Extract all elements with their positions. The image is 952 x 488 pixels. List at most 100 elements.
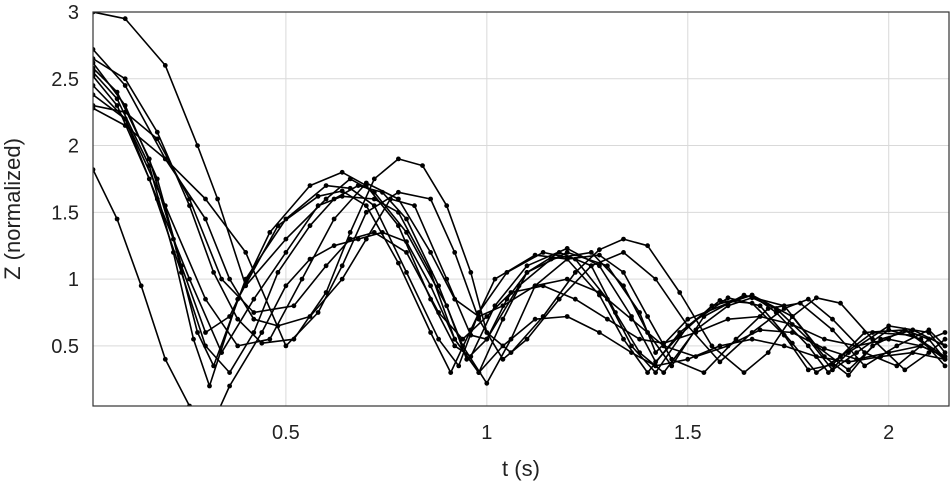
data-point [942, 354, 948, 359]
data-point [283, 250, 289, 255]
data-point [452, 336, 458, 342]
data-point [114, 89, 120, 95]
data-point [122, 83, 128, 88]
data-point [452, 343, 458, 349]
data-point [677, 290, 683, 295]
data-point [733, 336, 739, 342]
data-point [918, 336, 924, 342]
data-point [404, 239, 409, 245]
data-point [653, 363, 658, 369]
data-point [371, 196, 377, 202]
data-point [886, 327, 892, 333]
data-point [725, 295, 731, 301]
series-layer [93, 12, 948, 442]
data-point [203, 196, 208, 202]
data-point [685, 323, 691, 329]
series-3 [93, 65, 948, 375]
data-point [805, 367, 811, 373]
data-point [404, 270, 409, 275]
data-point [717, 298, 723, 303]
data-point [283, 283, 289, 289]
data-point [323, 183, 329, 189]
data-point [251, 310, 257, 315]
x-tick-label: 0.5 [272, 422, 300, 444]
data-point [540, 250, 546, 255]
data-point [363, 209, 369, 215]
data-point [146, 156, 152, 162]
data-point [556, 296, 562, 302]
data-point [637, 350, 642, 355]
data-point [597, 247, 602, 253]
data-point [339, 276, 345, 282]
series-line [93, 12, 946, 374]
x-tick-label: 1 [481, 422, 492, 444]
data-point [942, 363, 948, 369]
data-point [942, 336, 948, 342]
data-point [251, 330, 257, 335]
data-point [564, 250, 570, 255]
data-point [187, 276, 192, 282]
series-9 [93, 56, 948, 375]
data-point [524, 263, 530, 269]
data-point [826, 370, 831, 375]
data-point [500, 303, 506, 309]
data-point [781, 332, 787, 338]
data-point [428, 250, 433, 255]
data-point [331, 216, 337, 222]
data-point [653, 350, 658, 355]
y-tick-label: 0.5 [51, 336, 79, 358]
data-point [428, 196, 433, 202]
series-4 [93, 69, 948, 389]
data-point [822, 336, 827, 342]
series-12 [93, 83, 948, 362]
data-point [138, 283, 144, 289]
data-point [830, 327, 835, 333]
series-11 [93, 105, 948, 369]
data-point [267, 336, 273, 342]
data-point [215, 196, 221, 202]
data-point [789, 314, 795, 319]
data-point [203, 437, 208, 442]
data-point [251, 296, 257, 302]
data-point [355, 183, 361, 189]
data-point [500, 356, 506, 362]
data-point [621, 283, 626, 289]
data-point [187, 203, 192, 209]
data-point [275, 223, 281, 229]
data-point [910, 327, 916, 333]
data-point [814, 370, 819, 375]
data-point [717, 359, 723, 365]
data-point [564, 256, 570, 262]
data-point [315, 193, 321, 199]
data-point [162, 63, 168, 68]
data-point [717, 343, 723, 349]
data-point [854, 356, 859, 362]
data-point [299, 276, 305, 282]
data-point [765, 350, 771, 355]
data-point [789, 330, 795, 335]
data-point [838, 300, 843, 306]
data-point [781, 306, 787, 311]
data-point [436, 310, 441, 315]
data-point [653, 276, 658, 282]
x-axis-tick-labels: 0.5 1 1.5 2 [272, 422, 894, 444]
series-line [93, 94, 946, 374]
x-axis-label: t (s) [502, 456, 540, 481]
data-point [259, 340, 265, 346]
data-point [508, 290, 514, 295]
data-point [709, 343, 715, 349]
data-point [219, 350, 225, 355]
data-point [363, 180, 369, 186]
data-point [363, 203, 369, 209]
data-point [629, 316, 634, 322]
data-point [556, 250, 562, 255]
data-point [532, 316, 538, 322]
series-10 [93, 73, 948, 386]
data-point [701, 370, 707, 375]
data-point [878, 336, 884, 342]
data-point [918, 343, 924, 349]
data-point [588, 263, 594, 269]
data-point [749, 336, 755, 342]
data-point [396, 260, 401, 266]
data-point [886, 350, 892, 355]
